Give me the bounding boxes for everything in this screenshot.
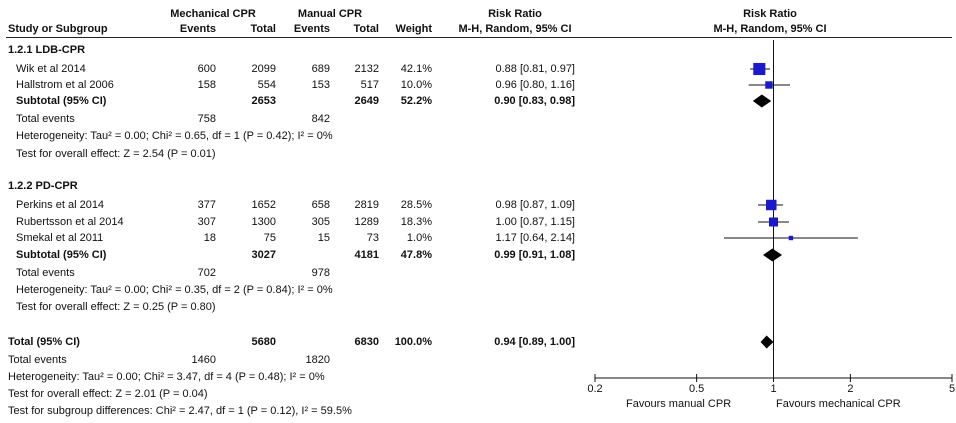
weight-value: 1.0%: [406, 232, 432, 244]
mech-total: 5680: [251, 336, 276, 348]
man-total: 1289: [354, 216, 379, 228]
weight-value: 18.3%: [400, 216, 432, 228]
man-total: 4181: [354, 249, 379, 261]
rr-method-header: M-H, Random, 95% CI: [458, 23, 572, 35]
overall-effect-text: Test for overall effect: Z = 2.54 (P = 0…: [16, 148, 216, 160]
mech-events-header: Events: [179, 23, 216, 35]
total-heterogeneity-text: Heterogeneity: Tau² = 0.00; Chi² = 3.47,…: [8, 371, 325, 383]
study-marker: [788, 235, 794, 241]
x-tick-label: 2: [847, 383, 853, 395]
ci-value: 1.00 [0.87, 1.15]: [495, 216, 575, 228]
weight-value: 28.5%: [400, 199, 432, 211]
ci-value: 0.96 [0.80, 1.16]: [495, 79, 575, 91]
ci-value: 0.98 [0.87, 1.09]: [495, 199, 575, 211]
mech-events: 18: [203, 232, 216, 244]
group-title: 1.2.1 LDB-CPR: [8, 44, 86, 56]
mech-events: 307: [197, 216, 216, 228]
man-events-header: Events: [293, 23, 330, 35]
man-total: 2649: [354, 95, 379, 107]
study-name: Hallstrom et al 2006: [16, 79, 114, 91]
man-events: 978: [311, 267, 330, 279]
man-events: 658: [311, 199, 330, 211]
mech-total: 2653: [251, 95, 276, 107]
mech-total: 1652: [251, 199, 276, 211]
favours-manual-label: Favours manual CPR: [626, 398, 732, 410]
total-events-label: Total events: [8, 354, 67, 366]
study-marker: [769, 217, 778, 227]
mech-total: 2099: [251, 63, 276, 75]
summary-diamond: [760, 335, 774, 349]
ci-value: 0.88 [0.81, 0.97]: [495, 63, 575, 75]
weight-value: 42.1%: [400, 63, 432, 75]
summary-diamond: [763, 248, 783, 262]
subtotal-label: Subtotal (95% CI): [16, 249, 107, 261]
man-events: 153: [311, 79, 330, 91]
weight-value: 10.0%: [400, 79, 432, 91]
rr-plot-method-header: M-H, Random, 95% CI: [713, 23, 827, 35]
mech-events: 702: [197, 267, 216, 279]
summary-diamond: [752, 94, 772, 108]
study-marker: [765, 81, 773, 89]
man-total: 2132: [354, 63, 379, 75]
mech-total-header: Total: [250, 23, 276, 35]
total-overall-effect-text: Test for overall effect: Z = 2.01 (P = 0…: [8, 388, 208, 400]
mech-events: 600: [197, 63, 216, 75]
subgroup-differences-text: Test for subgroup differences: Chi² = 2.…: [8, 405, 352, 417]
x-tick-label: 0.2: [587, 383, 602, 395]
man-total-header: Total: [353, 23, 379, 35]
mech-events: 158: [197, 79, 216, 91]
group-title: 1.2.2 PD-CPR: [8, 180, 78, 192]
total-events-label: Total events: [16, 113, 75, 125]
rr-plot-header-title: Risk Ratio: [743, 8, 797, 20]
header-rule: [6, 37, 590, 38]
mech-total: 75: [263, 232, 276, 244]
heterogeneity-text: Heterogeneity: Tau² = 0.00; Chi² = 0.35,…: [16, 284, 333, 296]
x-tick-label: 1: [770, 383, 776, 395]
study-name: Smekal et al 2011: [16, 232, 104, 244]
mechanical-group-header: Mechanical CPR: [170, 8, 256, 20]
ci-value: 0.99 [0.91, 1.08]: [494, 249, 575, 261]
study-name: Rubertsson et al 2014: [16, 216, 124, 228]
man-events: 689: [311, 63, 330, 75]
mech-events: 377: [197, 199, 216, 211]
man-events: 1820: [305, 354, 330, 366]
man-events: 305: [311, 216, 330, 228]
man-total: 6830: [354, 336, 379, 348]
x-tick-label: 0.5: [689, 383, 704, 395]
mech-total: 554: [257, 79, 276, 91]
favours-mechanical-label: Favours mechanical CPR: [776, 398, 901, 410]
man-total: 517: [360, 79, 379, 91]
total-events-label: Total events: [16, 267, 75, 279]
ci-value: 1.17 [0.64, 2.14]: [495, 232, 575, 244]
man-total: 73: [366, 232, 379, 244]
man-events: 15: [317, 232, 330, 244]
ci-value: 0.90 [0.83, 0.98]: [494, 95, 575, 107]
plot-header-rule: [590, 37, 952, 38]
manual-group-header: Manual CPR: [297, 8, 363, 20]
ci-value: 0.94 [0.89, 1.00]: [494, 336, 575, 348]
mech-total: 1300: [251, 216, 276, 228]
man-events: 842: [311, 113, 330, 125]
weight-header: Weight: [395, 23, 432, 35]
mech-events: 1460: [191, 354, 216, 366]
study-name: Perkins et al 2014: [16, 199, 105, 211]
weight-value: 52.2%: [400, 95, 432, 107]
subtotal-label: Subtotal (95% CI): [16, 95, 107, 107]
weight-value: 47.8%: [400, 249, 432, 261]
total-label: Total (95% CI): [8, 336, 80, 348]
man-total: 2819: [354, 199, 379, 211]
mech-total: 3027: [251, 249, 276, 261]
heterogeneity-text: Heterogeneity: Tau² = 0.00; Chi² = 0.65,…: [16, 130, 333, 142]
rr-header-title: Risk Ratio: [488, 8, 542, 20]
overall-effect-text: Test for overall effect: Z = 0.25 (P = 0…: [16, 301, 216, 313]
study-marker: [753, 62, 766, 76]
study-column-header: Study or Subgroup: [8, 23, 108, 35]
mech-events: 758: [197, 113, 216, 125]
study-name: Wik et al 2014: [16, 63, 86, 75]
x-tick-label: 5: [949, 383, 955, 395]
weight-value: 100.0%: [394, 336, 432, 348]
study-marker: [766, 199, 777, 211]
